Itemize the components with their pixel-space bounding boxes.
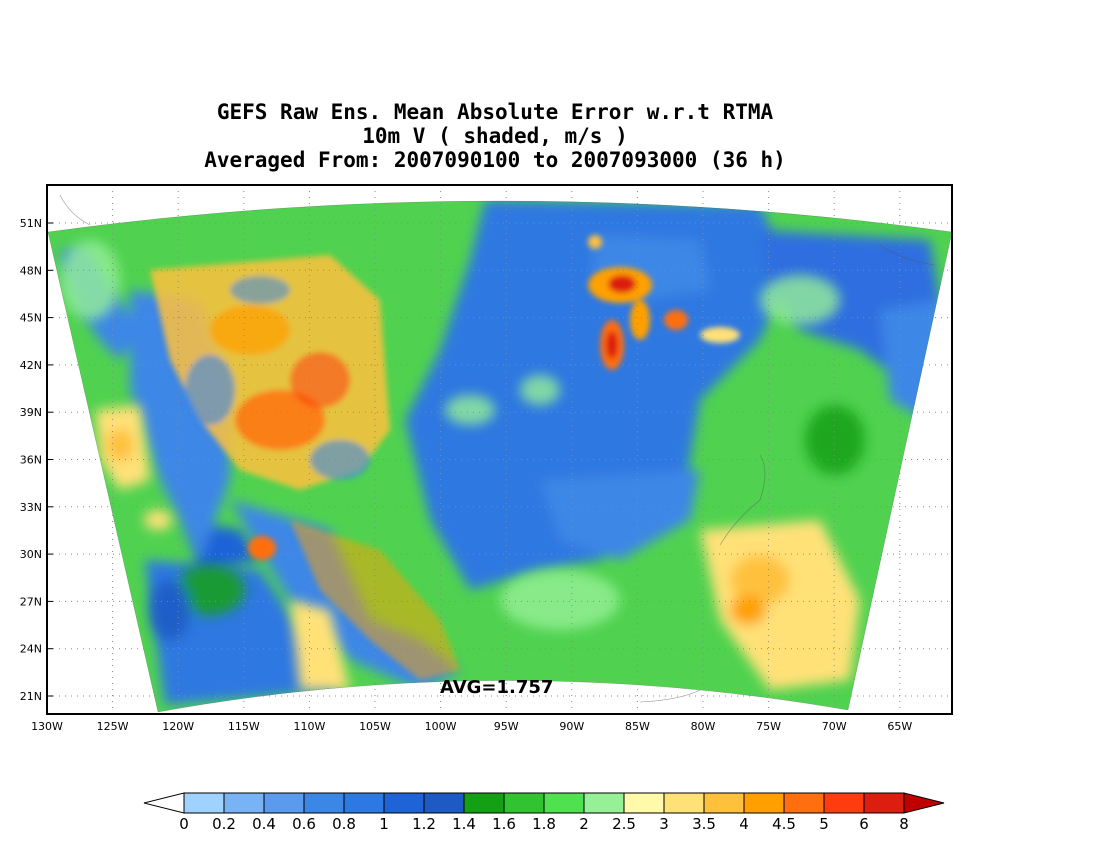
coastlines xyxy=(59,194,936,703)
colorbar-label: 8 xyxy=(899,815,909,833)
lat-label: 48N xyxy=(20,264,42,277)
lat-label: 39N xyxy=(20,406,42,419)
plot-title: GEFS Raw Ens. Mean Absolute Error w.r.t … xyxy=(0,100,990,172)
colorbar-swatch xyxy=(783,792,825,814)
title-line-2: 10m V ( shaded, m/s ) xyxy=(362,124,628,148)
colorbar-swatch xyxy=(263,792,305,814)
colorbar-swatch xyxy=(183,792,225,814)
colorbar-label: 3.5 xyxy=(692,815,716,833)
lat-label: 30N xyxy=(20,548,42,561)
colorbar-label: 0.2 xyxy=(212,815,236,833)
title-line-1: GEFS Raw Ens. Mean Absolute Error w.r.t … xyxy=(216,100,774,124)
lat-label: 24N xyxy=(20,643,42,656)
lat-label: 27N xyxy=(20,595,42,608)
error-field xyxy=(48,201,952,712)
lat-label: 33N xyxy=(20,501,42,514)
lon-label: 80W xyxy=(691,720,716,733)
title-line-3: Averaged From: 2007090100 to 2007093000 … xyxy=(204,148,786,172)
lon-label: 105W xyxy=(359,720,391,733)
lon-label: 65W xyxy=(887,720,912,733)
lat-label: 51N xyxy=(20,217,42,230)
lon-label: 120W xyxy=(162,720,194,733)
colorbar-swatch xyxy=(863,792,905,814)
colorbar-swatch xyxy=(383,792,425,814)
lat-label: 42N xyxy=(20,359,42,372)
colorbar-label: 0.6 xyxy=(292,815,316,833)
colorbar-swatch xyxy=(703,792,745,814)
colorbar-label: 0.8 xyxy=(332,815,356,833)
lon-label: 95W xyxy=(494,720,519,733)
colorbar-label: 1.4 xyxy=(452,815,476,833)
colorbar-label: 1 xyxy=(379,815,389,833)
avg-label: AVG=1.757 xyxy=(440,677,553,698)
colorbar-label: 2 xyxy=(579,815,589,833)
colorbar-swatch xyxy=(663,792,705,814)
colorbar-label: 2.5 xyxy=(612,815,636,833)
lon-label: 90W xyxy=(559,720,584,733)
colorbar-label: 1.8 xyxy=(532,815,556,833)
colorbar-swatch xyxy=(743,792,785,814)
colorbar-label: 4 xyxy=(739,815,749,833)
colorbar-label: 4.5 xyxy=(772,815,796,833)
colorbar-label: 6 xyxy=(859,815,869,833)
colorbar-swatch xyxy=(223,792,265,814)
colorbar-label: 0.4 xyxy=(252,815,276,833)
longitude-labels: 130W 125W 120W 115W 110W 105W 100W 95W 90W 85W 80W… xyxy=(31,720,912,733)
colorbar-low-triangle xyxy=(143,792,185,814)
lon-label: 75W xyxy=(756,720,781,733)
lon-label: 85W xyxy=(625,720,650,733)
colorbar-swatch xyxy=(543,792,585,814)
colorbar-label: 0 xyxy=(179,815,189,833)
colorbar: 0 0.2 0.4 0.6 0.8 1 1.2 1.4 1.6 1.8 2 2.5 3 3.5 4 4.5 5 6… xyxy=(143,792,945,833)
lon-label: 100W xyxy=(425,720,457,733)
colorbar-swatch xyxy=(623,792,665,814)
colorbar-label: 3 xyxy=(659,815,669,833)
lon-label: 110W xyxy=(293,720,325,733)
colorbar-label: 1.2 xyxy=(412,815,436,833)
colorbar-label: 1.6 xyxy=(492,815,516,833)
colorbar-swatch xyxy=(823,792,865,814)
lat-label: 21N xyxy=(20,690,42,703)
lon-label: 70W xyxy=(822,720,847,733)
lon-label: 125W xyxy=(97,720,129,733)
colorbar-swatch xyxy=(463,792,505,814)
colorbar-swatch xyxy=(423,792,465,814)
lon-label: 115W xyxy=(228,720,260,733)
colorbar-high-triangle xyxy=(903,792,945,814)
colorbar-swatch xyxy=(583,792,625,814)
lat-label: 36N xyxy=(20,454,42,467)
colorbar-swatch xyxy=(503,792,545,814)
colorbar-swatch xyxy=(343,792,385,814)
latitude-labels: 51N 48N 45N 42N 39N 36N 33N 30N 27N 24N 21N xyxy=(20,217,42,703)
lat-label: 45N xyxy=(20,312,42,325)
lon-label: 130W xyxy=(31,720,63,733)
map-frame xyxy=(46,184,953,715)
colorbar-swatch xyxy=(303,792,345,814)
colorbar-label: 5 xyxy=(819,815,829,833)
